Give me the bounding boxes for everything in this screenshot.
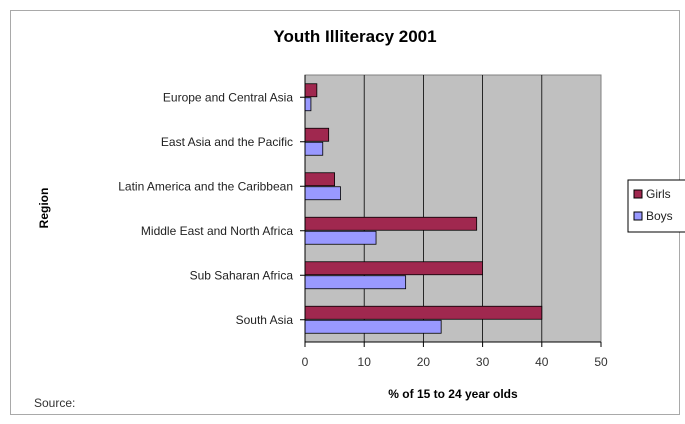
bar-girls-2 <box>304 172 336 187</box>
x-tick-label: 10 <box>358 355 372 369</box>
legend-label-boys: Boys <box>646 209 673 223</box>
legend-box <box>627 179 685 233</box>
category-label: Middle East and North Africa <box>141 224 293 238</box>
x-tick-label: 40 <box>535 355 549 369</box>
y-axis-title: Region <box>37 188 51 229</box>
bar-girls-4 <box>304 261 484 276</box>
source-label: Source: <box>34 396 75 410</box>
legend-label-girls: Girls <box>646 187 671 201</box>
bar-boys-0 <box>304 97 312 112</box>
category-label: South Asia <box>236 313 294 327</box>
category-label: Sub Saharan Africa <box>190 268 294 282</box>
gridlines <box>363 75 543 342</box>
legend-swatch-girls <box>633 189 643 199</box>
x-axis-title: % of 15 to 24 year olds <box>388 387 518 401</box>
category-label: Europe and Central Asia <box>163 90 293 104</box>
x-tick-label: 30 <box>476 355 490 369</box>
legend: Girls Boys <box>627 179 685 233</box>
bar-boys-1 <box>304 141 324 156</box>
bar-boys-3 <box>304 230 377 245</box>
x-tick-label: 0 <box>302 355 309 369</box>
category-label: Latin America and the Caribbean <box>118 179 293 193</box>
bar-boys-4 <box>304 275 407 290</box>
chart-title: Youth Illiteracy 2001 <box>273 27 436 46</box>
category-labels: Europe and Central Asia East Asia and the… <box>118 90 305 327</box>
bar-girls-5 <box>304 305 543 320</box>
category-label: East Asia and the Pacific <box>161 135 293 149</box>
x-tick-label: 50 <box>594 355 608 369</box>
x-tick-label: 20 <box>417 355 431 369</box>
bar-girls-1 <box>304 127 330 142</box>
x-axis-ticks: 0 10 20 30 40 50 <box>302 342 608 369</box>
plot-area <box>304 74 602 343</box>
bar-girls-3 <box>304 216 478 231</box>
bar-boys-2 <box>304 186 341 201</box>
legend-swatch-boys <box>633 211 643 221</box>
bar-boys-5 <box>304 319 442 334</box>
bar-girls-0 <box>304 83 318 98</box>
bars <box>304 83 543 334</box>
